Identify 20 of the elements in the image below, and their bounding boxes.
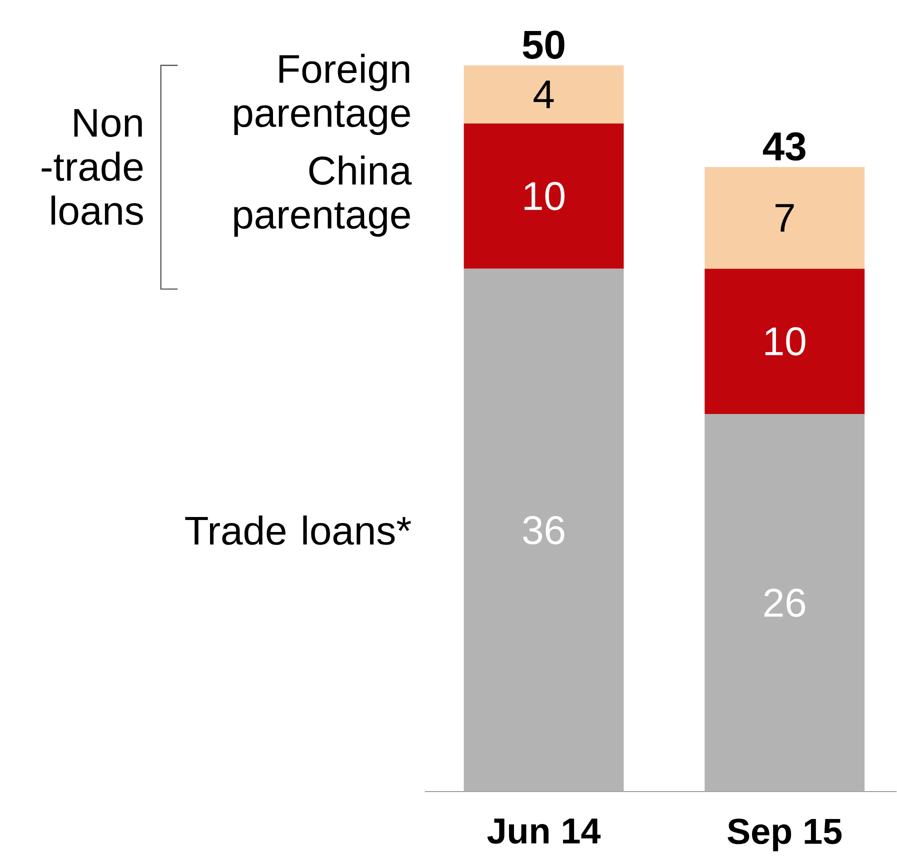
data-label: 26	[764, 588, 806, 618]
data-label: 10	[524, 182, 564, 210]
x-tick-label: Sep 15	[728, 818, 842, 852]
data-label: 36	[523, 516, 564, 545]
bar	[464, 66, 624, 124]
bar	[704, 167, 865, 269]
series-label: China parentage	[234, 156, 412, 237]
data-label: 10	[765, 327, 806, 356]
data-label: 7	[776, 204, 794, 232]
bar	[704, 268, 865, 414]
bar	[464, 124, 624, 269]
total-label: 50	[522, 30, 564, 60]
series-label: Foreign parentage	[234, 54, 410, 136]
data-label: 4	[534, 80, 554, 108]
bar	[704, 414, 865, 792]
series-label: Trade loans*	[185, 516, 412, 546]
total-label: 43	[762, 132, 806, 161]
x-tick-label: Jun 14	[487, 818, 601, 844]
bar	[464, 268, 624, 792]
text: Non -trade loans	[42, 109, 143, 226]
